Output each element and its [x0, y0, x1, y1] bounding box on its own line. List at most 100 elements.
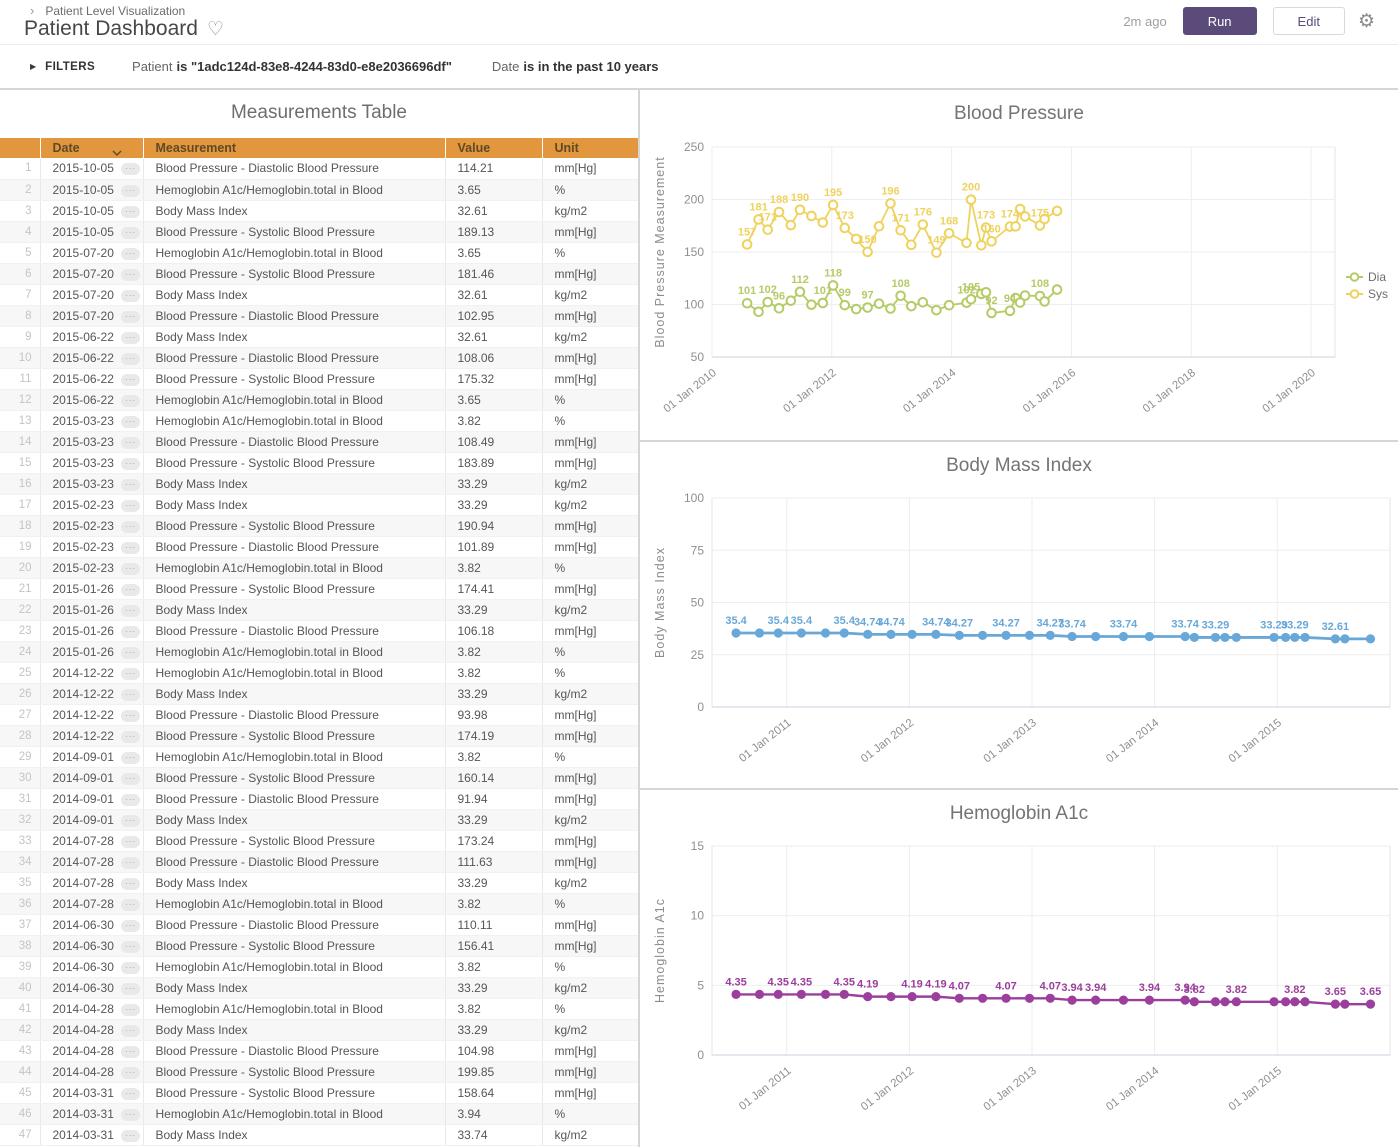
cell-date[interactable]: 2015-07-20 ···: [40, 305, 144, 327]
cell-unit[interactable]: kg/m2: [542, 809, 638, 831]
cell-date[interactable]: 2015-10-05 ···: [40, 200, 144, 222]
cell-unit[interactable]: mm[Hg]: [542, 431, 638, 453]
run-button[interactable]: Run: [1182, 7, 1257, 35]
row-menu-icon[interactable]: ···: [121, 1066, 141, 1079]
cell-date[interactable]: 2014-12-22 ···: [40, 683, 144, 705]
cell-value[interactable]: 183.89: [445, 452, 543, 474]
cell-value[interactable]: 32.61: [445, 326, 543, 348]
cell-measurement[interactable]: Blood Pressure - Systolic Blood Pressure: [143, 725, 446, 747]
cell-measurement[interactable]: Blood Pressure - Systolic Blood Pressure: [143, 935, 446, 957]
cell-value[interactable]: 33.29: [445, 977, 543, 999]
cell-date[interactable]: 2014-03-31 ···: [40, 1124, 144, 1146]
cell-value[interactable]: 160.14: [445, 767, 543, 789]
cell-date[interactable]: 2015-02-23 ···: [40, 494, 144, 516]
cell-date[interactable]: 2014-06-30 ···: [40, 977, 144, 999]
cell-date[interactable]: 2014-04-28 ···: [40, 998, 144, 1020]
cell-unit[interactable]: %: [542, 410, 638, 432]
row-menu-icon[interactable]: ···: [121, 394, 141, 407]
cell-value[interactable]: 190.94: [445, 515, 543, 537]
cell-unit[interactable]: kg/m2: [542, 977, 638, 999]
cell-value[interactable]: 33.74: [445, 1124, 543, 1146]
cell-value[interactable]: 33.29: [445, 683, 543, 705]
cell-date[interactable]: 2014-12-22 ···: [40, 704, 144, 726]
cell-unit[interactable]: %: [542, 662, 638, 684]
cell-value[interactable]: 32.61: [445, 200, 543, 222]
cell-value[interactable]: 156.41: [445, 935, 543, 957]
cell-measurement[interactable]: Blood Pressure - Systolic Blood Pressure: [143, 368, 446, 390]
sort-caret-icon[interactable]: [112, 145, 122, 159]
filter-patient[interactable]: Patient is "1adc124d-83e8-4244-83d0-e8e20…: [132, 59, 452, 74]
row-menu-icon[interactable]: ···: [121, 331, 141, 344]
cell-measurement[interactable]: Body Mass Index: [143, 1019, 446, 1041]
cell-value[interactable]: 158.64: [445, 1082, 543, 1104]
cell-unit[interactable]: %: [542, 746, 638, 768]
cell-date[interactable]: 2015-10-05 ···: [40, 179, 144, 201]
cell-unit[interactable]: mm[Hg]: [542, 305, 638, 327]
cell-unit[interactable]: kg/m2: [542, 683, 638, 705]
cell-date[interactable]: 2014-04-28 ···: [40, 1040, 144, 1062]
row-menu-icon[interactable]: ···: [121, 562, 141, 575]
cell-measurement[interactable]: Hemoglobin A1c/Hemoglobin.total in Blood: [143, 1103, 446, 1125]
cell-date[interactable]: 2014-12-22 ···: [40, 662, 144, 684]
cell-measurement[interactable]: Body Mass Index: [143, 683, 446, 705]
cell-unit[interactable]: mm[Hg]: [542, 914, 638, 936]
cell-value[interactable]: 91.94: [445, 788, 543, 810]
cell-date[interactable]: 2014-09-01 ···: [40, 809, 144, 831]
cell-unit[interactable]: kg/m2: [542, 473, 638, 495]
cell-date[interactable]: 2014-07-28 ···: [40, 830, 144, 852]
cell-date[interactable]: 2014-04-28 ···: [40, 1019, 144, 1041]
cell-value[interactable]: 3.82: [445, 956, 543, 978]
cell-measurement[interactable]: Hemoglobin A1c/Hemoglobin.total in Blood: [143, 641, 446, 663]
row-menu-icon[interactable]: ···: [121, 415, 141, 428]
cell-measurement[interactable]: Blood Pressure - Diastolic Blood Pressur…: [143, 1040, 446, 1062]
row-menu-icon[interactable]: ···: [121, 520, 141, 533]
cell-value[interactable]: 174.41: [445, 578, 543, 600]
cell-measurement[interactable]: Body Mass Index: [143, 326, 446, 348]
cell-measurement[interactable]: Blood Pressure - Systolic Blood Pressure: [143, 452, 446, 474]
cell-value[interactable]: 102.95: [445, 305, 543, 327]
cell-measurement[interactable]: Blood Pressure - Systolic Blood Pressure: [143, 767, 446, 789]
cell-unit[interactable]: mm[Hg]: [542, 1040, 638, 1062]
column-header-date[interactable]: Date: [40, 138, 144, 159]
cell-measurement[interactable]: Hemoglobin A1c/Hemoglobin.total in Blood: [143, 998, 446, 1020]
row-menu-icon[interactable]: ···: [121, 877, 141, 890]
cell-unit[interactable]: kg/m2: [542, 200, 638, 222]
cell-measurement[interactable]: Blood Pressure - Diastolic Blood Pressur…: [143, 914, 446, 936]
cell-unit[interactable]: %: [542, 641, 638, 663]
cell-date[interactable]: 2015-01-26 ···: [40, 620, 144, 642]
cell-value[interactable]: 181.46: [445, 263, 543, 285]
row-menu-icon[interactable]: ···: [121, 772, 141, 785]
cell-measurement[interactable]: Body Mass Index: [143, 284, 446, 306]
cell-date[interactable]: 2015-06-22 ···: [40, 389, 144, 411]
cell-value[interactable]: 3.65: [445, 242, 543, 264]
cell-unit[interactable]: mm[Hg]: [542, 725, 638, 747]
filter-date[interactable]: Date is in the past 10 years: [492, 59, 659, 74]
row-menu-icon[interactable]: ···: [121, 268, 141, 281]
column-header-value[interactable]: Value: [445, 138, 543, 158]
bmi-plot[interactable]: 100 75 50 25 0 01 Jan 2011 01 Jan 2012 01 Jan 2…: [640, 442, 1398, 788]
cell-measurement[interactable]: Body Mass Index: [143, 200, 446, 222]
row-menu-icon[interactable]: ···: [121, 373, 141, 386]
cell-unit[interactable]: %: [542, 998, 638, 1020]
row-menu-icon[interactable]: ···: [121, 835, 141, 848]
cell-value[interactable]: 108.06: [445, 347, 543, 369]
cell-measurement[interactable]: Blood Pressure - Diastolic Blood Pressur…: [143, 788, 446, 810]
cell-value[interactable]: 3.65: [445, 179, 543, 201]
cell-date[interactable]: 2015-03-23 ···: [40, 431, 144, 453]
cell-value[interactable]: 104.98: [445, 1040, 543, 1062]
cell-unit[interactable]: %: [542, 557, 638, 579]
row-menu-icon[interactable]: ···: [121, 898, 141, 911]
cell-unit[interactable]: mm[Hg]: [542, 788, 638, 810]
cell-date[interactable]: 2014-07-28 ···: [40, 893, 144, 915]
cell-date[interactable]: 2015-06-22 ···: [40, 368, 144, 390]
cell-measurement[interactable]: Blood Pressure - Diastolic Blood Pressur…: [143, 347, 446, 369]
cell-measurement[interactable]: Body Mass Index: [143, 977, 446, 999]
cell-value[interactable]: 3.94: [445, 1103, 543, 1125]
cell-value[interactable]: 175.32: [445, 368, 543, 390]
blood-pressure-plot[interactable]: 250 200 150 100 50 01 Jan 2010 01 Jan 2012 01 J…: [640, 90, 1398, 440]
row-menu-icon[interactable]: ···: [121, 688, 141, 701]
cell-measurement[interactable]: Blood Pressure - Diastolic Blood Pressur…: [143, 431, 446, 453]
cell-measurement[interactable]: Blood Pressure - Systolic Blood Pressure: [143, 263, 446, 285]
cell-unit[interactable]: mm[Hg]: [542, 515, 638, 537]
row-menu-icon[interactable]: ···: [121, 205, 141, 218]
